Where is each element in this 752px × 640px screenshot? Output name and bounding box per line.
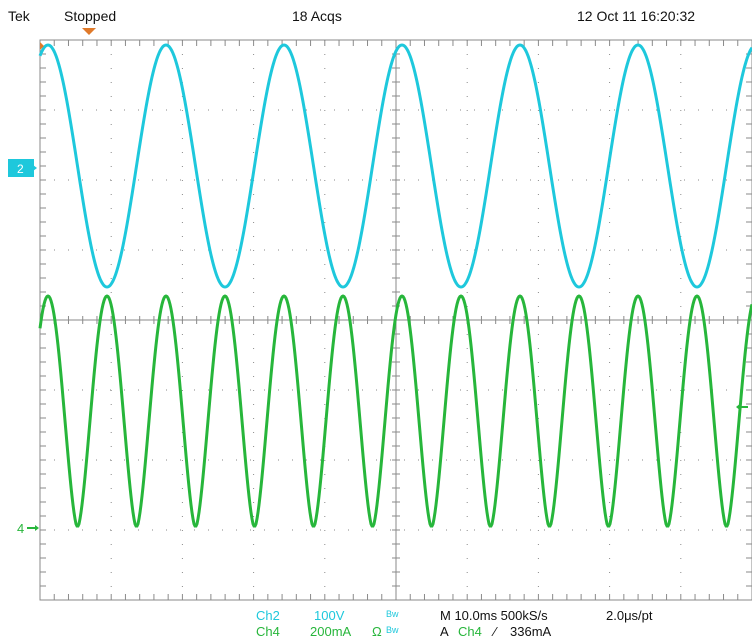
trigger-prefix: A [440, 624, 449, 639]
acquisition-status: Stopped [64, 8, 117, 24]
sample-interval: 2.0μs/pt [606, 608, 653, 623]
trigger-level: 336mA [510, 624, 552, 639]
ch2-waveform [38, 43, 752, 289]
ch2-marker-label: 2 [17, 162, 24, 176]
status-bar: Tek Stopped 18 Acqs 12 Oct 11 16:20:32 [0, 0, 752, 34]
ch4-waveform [38, 294, 752, 528]
ch2-ground-marker[interactable]: 2 [8, 159, 37, 177]
timebase-setting: M 10.0ms 500kS/s [440, 608, 548, 623]
trigger-level-marker[interactable] [736, 403, 748, 411]
ch2-label: Ch2 [256, 608, 280, 623]
trigger-left-marker [40, 42, 44, 50]
ch4-coupling: Ω [372, 624, 382, 639]
ch4-bandwidth-limit: Bw [386, 625, 399, 635]
ch4-ground-marker[interactable]: 4 [17, 521, 39, 536]
ch4-marker-label: 4 [17, 521, 24, 536]
timestamp: 12 Oct 11 16:20:32 [577, 8, 696, 24]
trigger-slope-icon: ⁄ [494, 624, 497, 639]
trigger-source: Ch4 [458, 624, 482, 639]
ch4-scale: 200mA [310, 624, 352, 639]
trigger-position-marker[interactable] [82, 28, 96, 35]
ch2-bandwidth-limit: Bw [386, 609, 399, 619]
graticule-ticks [39, 39, 752, 601]
brand-label: Tek [8, 8, 30, 24]
ch2-scale: 100V [314, 608, 345, 623]
settings-bar: Ch2 100V Bw Ch4 200mA Ω Bw M 10.0ms 500k… [0, 600, 752, 640]
ch4-label: Ch4 [256, 624, 280, 639]
acquisition-count: 18 Acqs [292, 8, 342, 24]
